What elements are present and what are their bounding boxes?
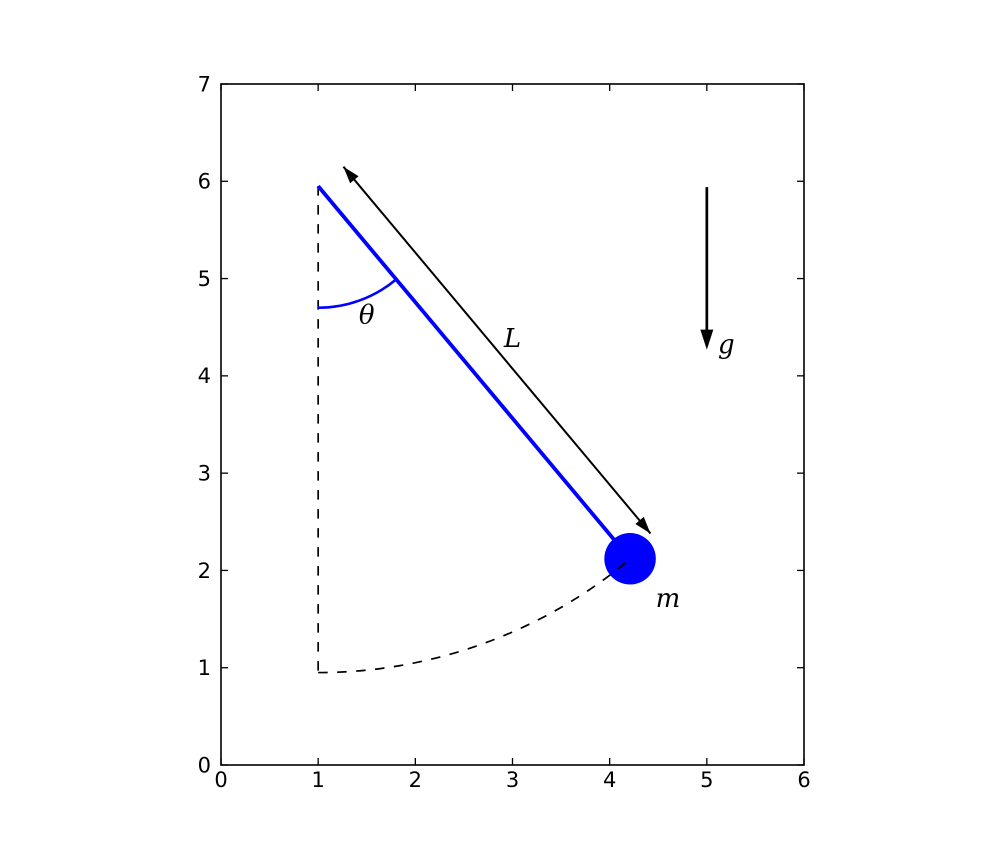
- x-tick-label: 5: [700, 768, 713, 792]
- pendulum-bob: [604, 533, 656, 585]
- x-tick-label: 3: [506, 768, 519, 792]
- gravity-label: g: [718, 330, 735, 360]
- y-tick-label: 2: [198, 559, 211, 583]
- y-tick-label: 4: [198, 364, 211, 388]
- length-arrow-head-lower: [635, 516, 651, 534]
- gravity-arrow-head: [700, 329, 714, 350]
- x-tick-label: 0: [214, 768, 227, 792]
- length-arrow-head-upper: [343, 166, 359, 184]
- pendulum-rod: [316, 184, 632, 560]
- x-tick-label: 1: [311, 768, 324, 792]
- y-tick-label: 5: [198, 267, 211, 291]
- length-label: L: [503, 324, 521, 354]
- y-tick-label: 1: [198, 656, 211, 680]
- y-tick-label: 0: [198, 753, 211, 777]
- axes-frame: [220, 83, 805, 766]
- y-tick-label: 7: [198, 72, 211, 96]
- theta-label: θ: [359, 301, 375, 331]
- angle-arc: [318, 278, 398, 310]
- length-arrow-shaft: [342, 166, 652, 535]
- x-tick-label: 2: [409, 768, 422, 792]
- mass-label: m: [656, 584, 681, 614]
- y-tick-label: 6: [198, 170, 211, 194]
- y-tick-label: 3: [198, 461, 211, 485]
- x-tick-label: 6: [797, 768, 810, 792]
- swing-arc-dashed: [318, 558, 631, 674]
- x-tick-label: 4: [603, 768, 616, 792]
